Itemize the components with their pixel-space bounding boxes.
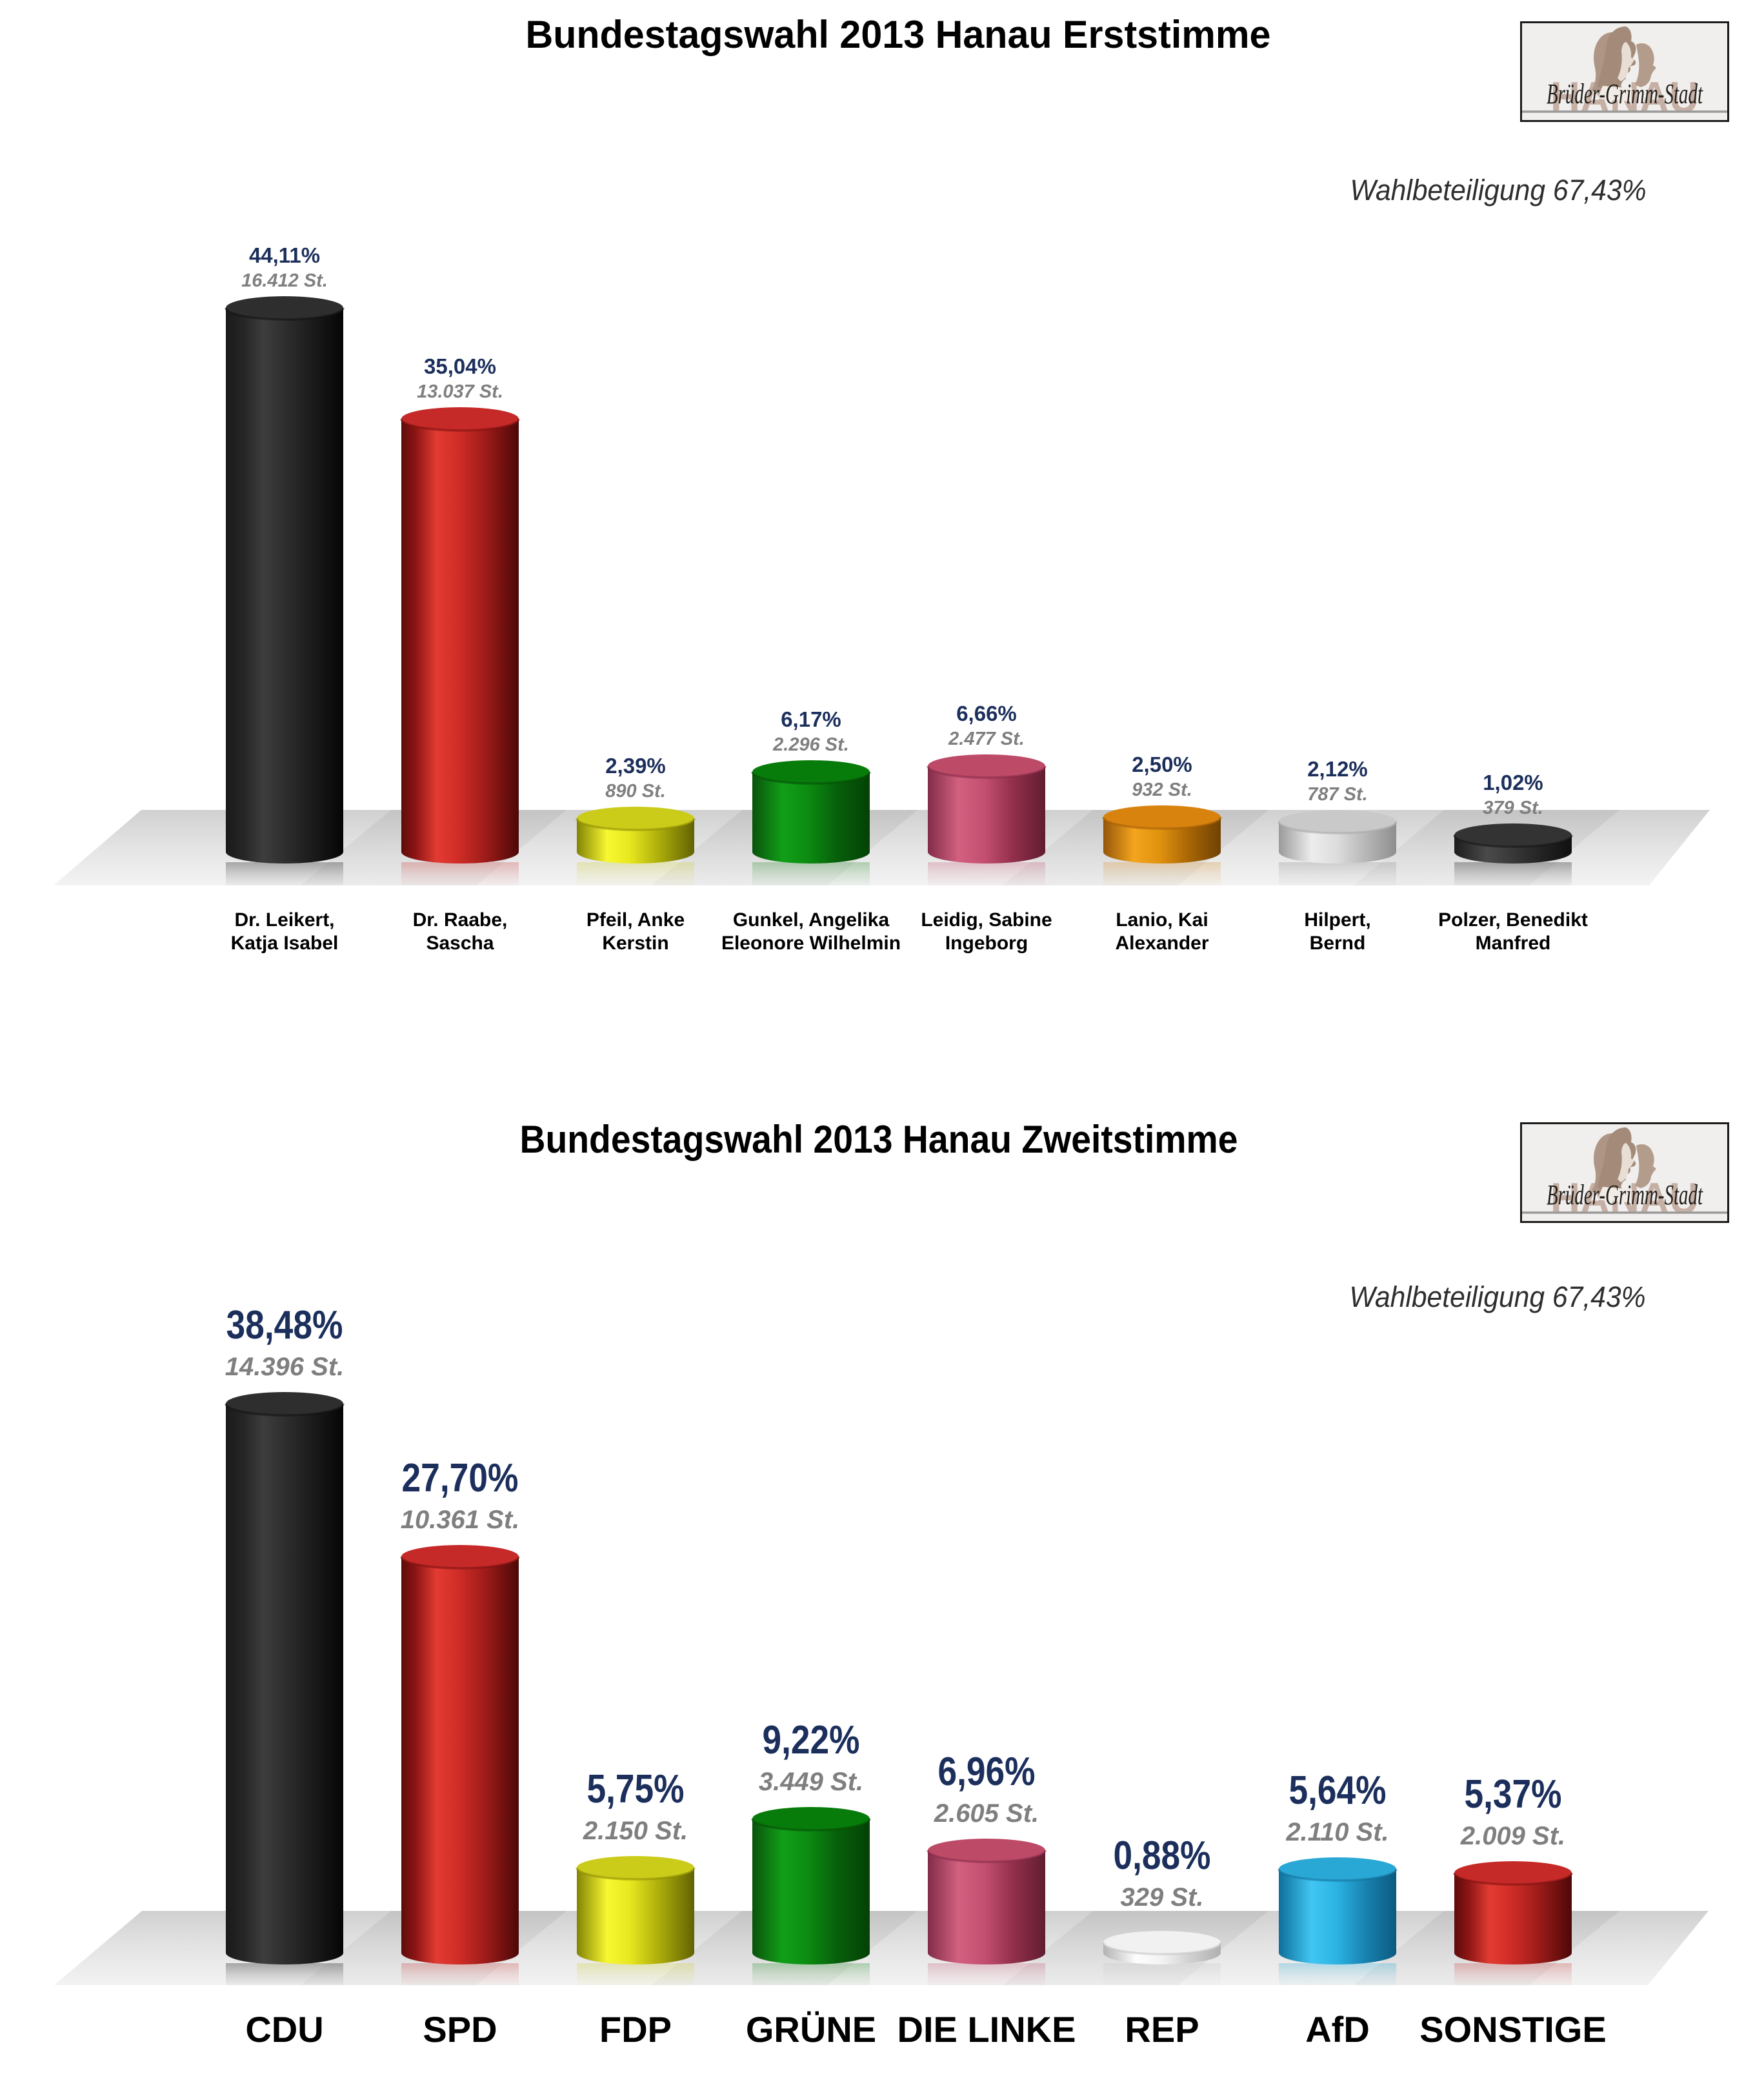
svg-text:Kerstin: Kerstin xyxy=(602,933,668,954)
svg-text:890 St.: 890 St. xyxy=(605,781,666,802)
svg-text:Polzer, Benedikt: Polzer, Benedikt xyxy=(1438,909,1588,931)
svg-text:2,39%: 2,39% xyxy=(605,754,666,778)
svg-text:5,64%: 5,64% xyxy=(1289,1768,1387,1813)
svg-text:27,70%: 27,70% xyxy=(402,1456,519,1500)
svg-text:REP: REP xyxy=(1125,2009,1199,2050)
svg-text:2.605 St.: 2.605 St. xyxy=(934,1799,1039,1828)
svg-text:Gunkel, Angelika: Gunkel, Angelika xyxy=(733,909,890,931)
svg-text:Wahlbeteiligung 67,43%: Wahlbeteiligung 67,43% xyxy=(1350,174,1647,207)
svg-text:329 St.: 329 St. xyxy=(1121,1883,1204,1912)
svg-text:1,02%: 1,02% xyxy=(1483,771,1543,794)
svg-text:Pfeil, Anke: Pfeil, Anke xyxy=(586,909,685,931)
svg-text:14.396 St.: 14.396 St. xyxy=(225,1353,345,1381)
svg-text:FDP: FDP xyxy=(599,2009,672,2050)
svg-text:Leidig, Sabine: Leidig, Sabine xyxy=(921,909,1052,931)
svg-text:SPD: SPD xyxy=(423,2009,497,2050)
svg-text:Sascha: Sascha xyxy=(426,933,494,954)
svg-text:GRÜNE: GRÜNE xyxy=(746,2009,876,2050)
svg-text:Bundestagswahl 2013 Hanau Zwei: Bundestagswahl 2013 Hanau Zweitstimme xyxy=(520,1118,1238,1161)
svg-text:2.110 St.: 2.110 St. xyxy=(1285,1818,1388,1846)
svg-text:6,17%: 6,17% xyxy=(781,707,841,731)
svg-text:Eleonore Wilhelmin: Eleonore Wilhelmin xyxy=(721,933,901,954)
svg-text:Katja Isabel: Katja Isabel xyxy=(231,933,339,954)
svg-text:Ingeborg: Ingeborg xyxy=(945,933,1028,954)
svg-text:2.009 St.: 2.009 St. xyxy=(1460,1822,1565,1850)
svg-text:2.150 St.: 2.150 St. xyxy=(583,1817,688,1845)
svg-text:CDU: CDU xyxy=(245,2009,323,2050)
svg-text:2,50%: 2,50% xyxy=(1132,752,1192,776)
svg-text:3.449 St.: 3.449 St. xyxy=(759,1768,863,1796)
svg-text:Dr. Leikert,: Dr. Leikert, xyxy=(234,909,334,931)
svg-text:Brüder-Grimm-Stadt: Brüder-Grimm-Stadt xyxy=(1547,1179,1703,1211)
svg-text:Brüder-Grimm-Stadt: Brüder-Grimm-Stadt xyxy=(1547,78,1703,110)
svg-text:SONSTIGE: SONSTIGE xyxy=(1419,2009,1606,2050)
svg-text:0,88%: 0,88% xyxy=(1114,1833,1211,1878)
svg-text:2.477 St.: 2.477 St. xyxy=(948,729,1025,749)
svg-text:Wahlbeteiligung 67,43%: Wahlbeteiligung 67,43% xyxy=(1350,1280,1646,1313)
svg-text:6,96%: 6,96% xyxy=(938,1750,1036,1794)
svg-text:6,66%: 6,66% xyxy=(956,702,1017,725)
svg-text:Hilpert,: Hilpert, xyxy=(1304,909,1370,931)
svg-text:787 St.: 787 St. xyxy=(1307,784,1368,805)
svg-text:Dr. Raabe,: Dr. Raabe, xyxy=(413,909,508,931)
svg-text:Alexander: Alexander xyxy=(1115,933,1208,954)
svg-text:16.412 St.: 16.412 St. xyxy=(241,270,328,291)
svg-text:379 St.: 379 St. xyxy=(1483,798,1543,818)
svg-text:Manfred: Manfred xyxy=(1476,933,1551,954)
svg-text:13.037 St.: 13.037 St. xyxy=(417,381,503,402)
svg-text:932 St.: 932 St. xyxy=(1132,780,1192,800)
svg-text:Bundestagswahl 2013 Hanau Erst: Bundestagswahl 2013 Hanau Erststimme xyxy=(526,13,1271,56)
svg-text:10.361 St.: 10.361 St. xyxy=(401,1506,520,1534)
svg-text:Bernd: Bernd xyxy=(1310,933,1366,954)
svg-text:44,11%: 44,11% xyxy=(249,243,320,267)
svg-text:Lanio, Kai: Lanio, Kai xyxy=(1116,909,1208,931)
svg-text:5,75%: 5,75% xyxy=(587,1767,685,1812)
svg-text:38,48%: 38,48% xyxy=(226,1303,343,1348)
svg-text:DIE LINKE: DIE LINKE xyxy=(897,2009,1076,2050)
svg-text:35,04%: 35,04% xyxy=(424,354,496,378)
svg-text:9,22%: 9,22% xyxy=(763,1718,860,1762)
svg-text:2,12%: 2,12% xyxy=(1307,757,1368,781)
svg-text:AfD: AfD xyxy=(1305,2009,1370,2050)
svg-text:2.296 St.: 2.296 St. xyxy=(772,734,849,755)
svg-text:5,37%: 5,37% xyxy=(1465,1772,1562,1817)
